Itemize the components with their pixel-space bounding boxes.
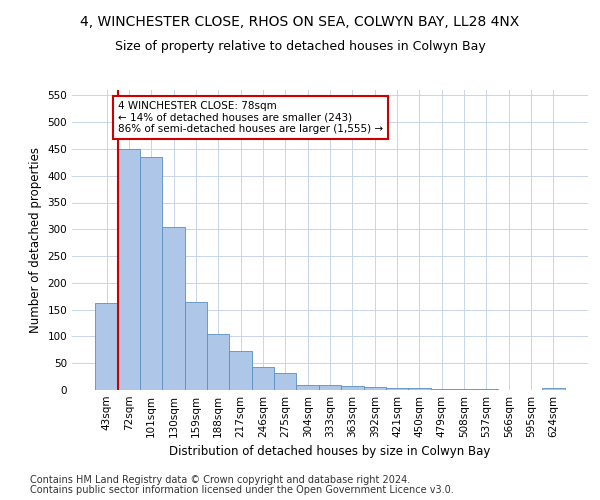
X-axis label: Distribution of detached houses by size in Colwyn Bay: Distribution of detached houses by size … [169, 446, 491, 458]
Text: Size of property relative to detached houses in Colwyn Bay: Size of property relative to detached ho… [115, 40, 485, 53]
Text: Contains public sector information licensed under the Open Government Licence v3: Contains public sector information licen… [30, 485, 454, 495]
Bar [95, 302, 118, 390]
Bar [163, 226, 185, 390]
Text: 4 WINCHESTER CLOSE: 78sqm
← 14% of detached houses are smaller (243)
86% of semi: 4 WINCHESTER CLOSE: 78sqm ← 14% of detac… [118, 100, 383, 134]
Bar [118, 149, 140, 390]
Text: 4, WINCHESTER CLOSE, RHOS ON SEA, COLWYN BAY, LL28 4NX: 4, WINCHESTER CLOSE, RHOS ON SEA, COLWYN… [80, 15, 520, 29]
Bar [341, 386, 364, 390]
Bar [386, 388, 408, 390]
Text: Contains HM Land Registry data © Crown copyright and database right 2024.: Contains HM Land Registry data © Crown c… [30, 475, 410, 485]
Bar [140, 157, 163, 390]
Y-axis label: Number of detached properties: Number of detached properties [29, 147, 42, 333]
Bar [274, 373, 296, 390]
Bar [229, 352, 252, 390]
Bar [408, 388, 431, 390]
Bar [252, 367, 274, 390]
Bar [319, 384, 341, 390]
Bar [185, 302, 207, 390]
Bar [542, 388, 565, 390]
Bar [296, 384, 319, 390]
Bar [364, 388, 386, 390]
Bar [207, 334, 229, 390]
